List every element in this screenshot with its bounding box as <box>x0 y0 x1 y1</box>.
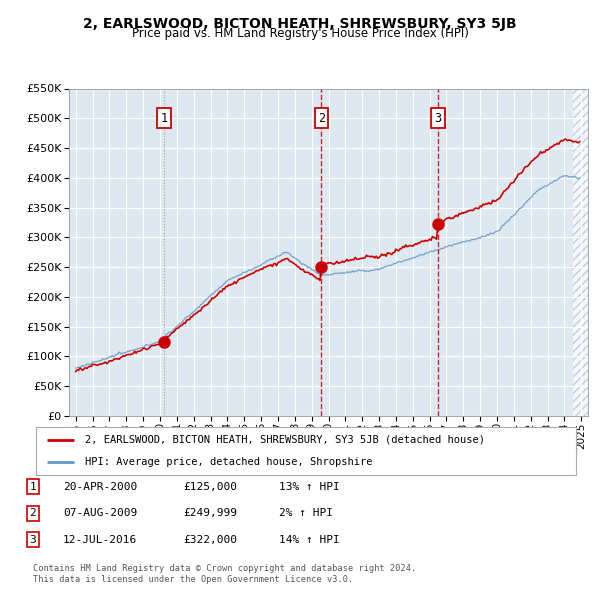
Text: HPI: Average price, detached house, Shropshire: HPI: Average price, detached house, Shro… <box>85 457 372 467</box>
Text: £125,000: £125,000 <box>183 482 237 491</box>
Text: 1: 1 <box>161 112 168 124</box>
Text: Contains HM Land Registry data © Crown copyright and database right 2024.: Contains HM Land Registry data © Crown c… <box>33 565 416 573</box>
Text: 2% ↑ HPI: 2% ↑ HPI <box>279 509 333 518</box>
Text: 2: 2 <box>29 509 37 518</box>
Text: 20-APR-2000: 20-APR-2000 <box>63 482 137 491</box>
Text: 1: 1 <box>29 482 37 491</box>
Text: 07-AUG-2009: 07-AUG-2009 <box>63 509 137 518</box>
Text: 2: 2 <box>318 112 325 124</box>
Text: 12-JUL-2016: 12-JUL-2016 <box>63 535 137 545</box>
Text: 2, EARLSWOOD, BICTON HEATH, SHREWSBURY, SY3 5JB (detached house): 2, EARLSWOOD, BICTON HEATH, SHREWSBURY, … <box>85 435 485 445</box>
Text: 14% ↑ HPI: 14% ↑ HPI <box>279 535 340 545</box>
Text: Price paid vs. HM Land Registry's House Price Index (HPI): Price paid vs. HM Land Registry's House … <box>131 27 469 40</box>
Text: This data is licensed under the Open Government Licence v3.0.: This data is licensed under the Open Gov… <box>33 575 353 584</box>
Text: 2, EARLSWOOD, BICTON HEATH, SHREWSBURY, SY3 5JB: 2, EARLSWOOD, BICTON HEATH, SHREWSBURY, … <box>83 17 517 31</box>
Text: 3: 3 <box>434 112 442 124</box>
Text: £249,999: £249,999 <box>183 509 237 518</box>
Text: 13% ↑ HPI: 13% ↑ HPI <box>279 482 340 491</box>
Text: 3: 3 <box>29 535 37 545</box>
Text: £322,000: £322,000 <box>183 535 237 545</box>
